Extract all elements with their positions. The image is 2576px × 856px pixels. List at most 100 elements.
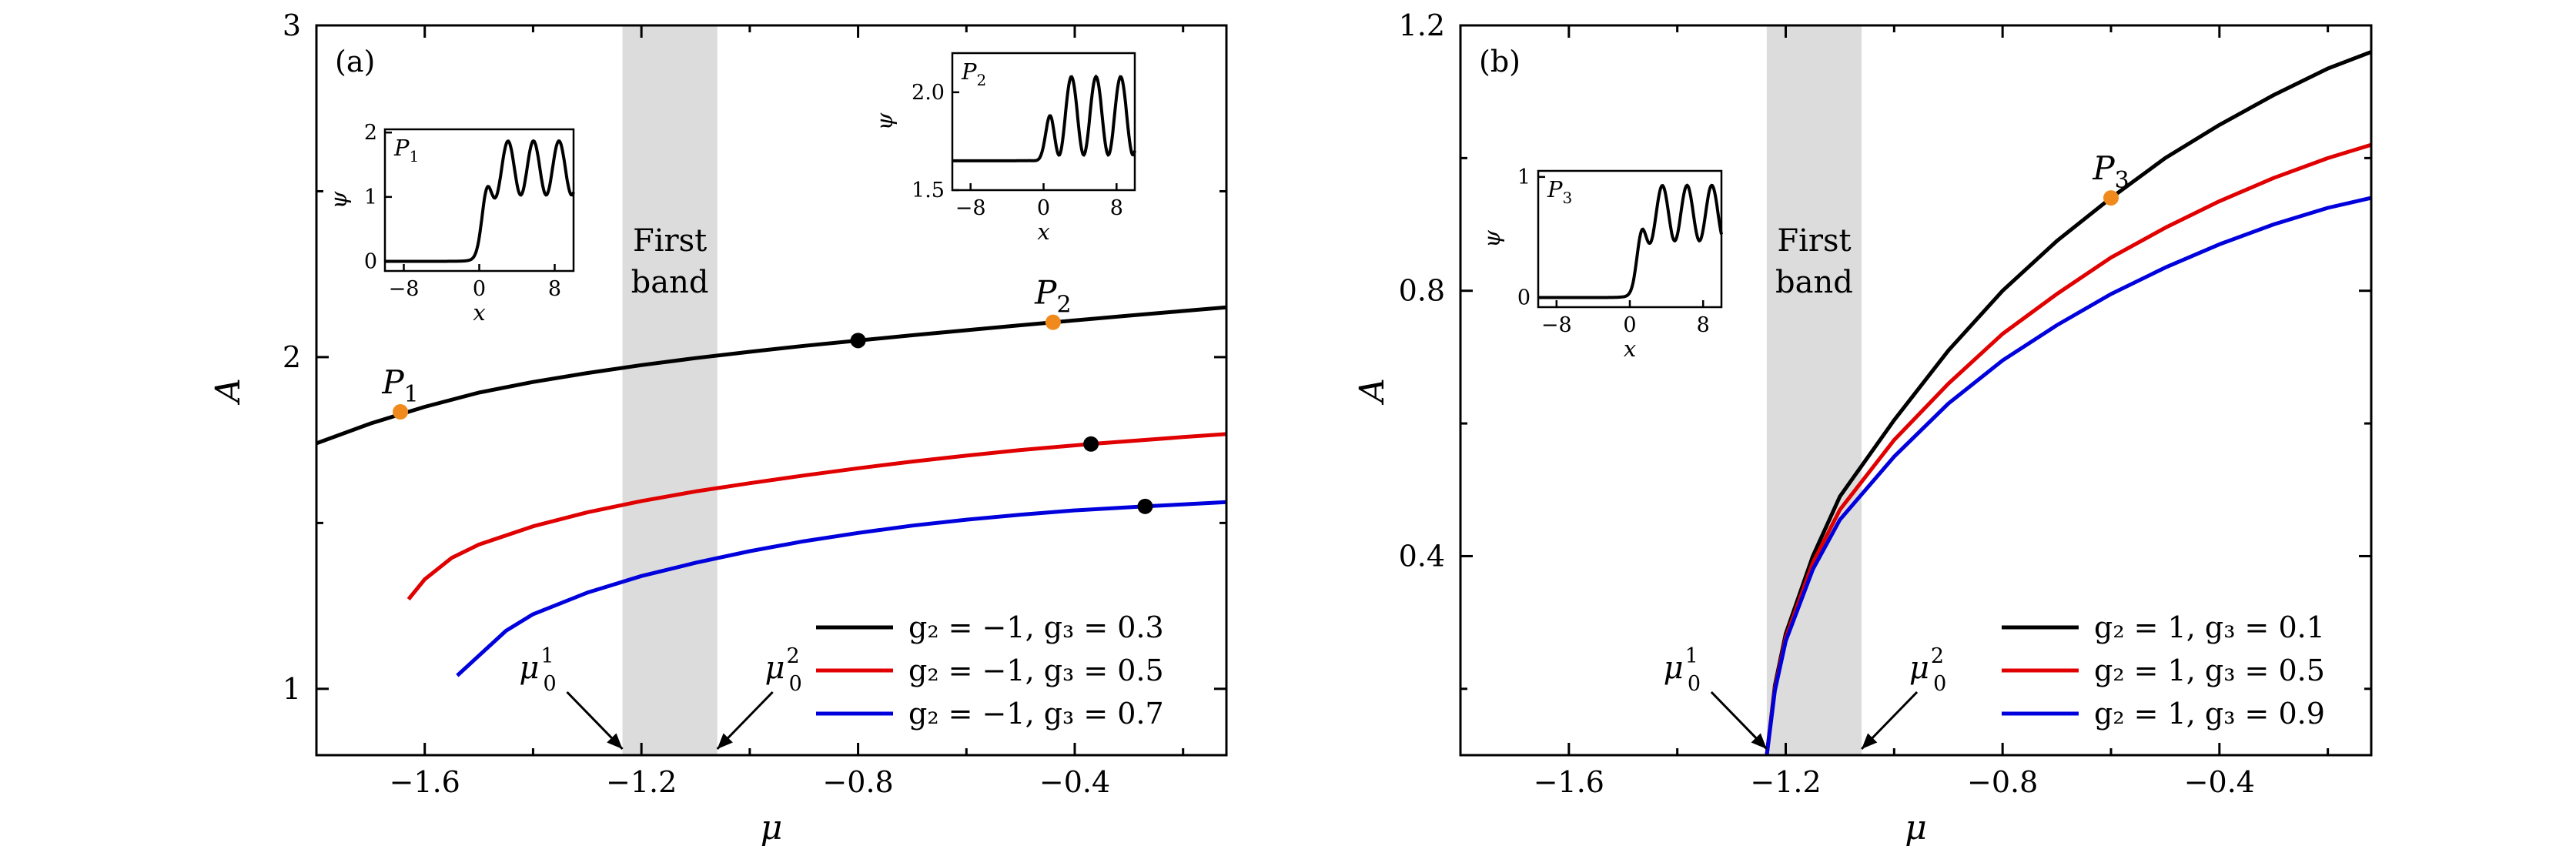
inset-x-label: x — [1624, 336, 1636, 362]
band-label-line2: band — [1775, 265, 1853, 300]
marker-label-p1: P1 — [381, 363, 418, 408]
inset-x-tick-label: −8 — [1541, 313, 1572, 337]
text-part: P — [1034, 274, 1057, 312]
x-tick-label: −1.2 — [1750, 765, 1821, 799]
inset-y-tick-label: 2 — [364, 121, 377, 145]
x-axis-label: μ — [1905, 808, 1927, 848]
text-part: P — [2092, 149, 2115, 187]
band-label-line1: First — [1777, 223, 1851, 259]
first-band — [622, 25, 718, 755]
mu-label: μ1 0 — [519, 644, 556, 696]
inset-y-tick-label: 0 — [1517, 286, 1531, 309]
inset-point-label: P3 — [1547, 176, 1572, 207]
series-line-2 — [406, 432, 1226, 601]
text-part: 3 — [1563, 189, 1573, 207]
marker-point-3 — [850, 333, 866, 349]
y-tick-label: 2 — [283, 340, 301, 374]
inset-profile-curve — [1538, 183, 1723, 299]
inset-y-tick-label: 2.0 — [912, 81, 945, 105]
text-part: μ — [1909, 650, 1929, 686]
text-part: 0 — [1688, 672, 1701, 696]
inset-p3: −8 0 8 0 1 x ψ P3 — [1479, 166, 1723, 362]
marker-point-5 — [1137, 498, 1153, 514]
inset-x-label: x — [1037, 219, 1049, 245]
y-tick-label: 0.8 — [1399, 274, 1445, 308]
series-line-3 — [456, 500, 1226, 677]
inset-x-tick-label: 0 — [473, 277, 486, 301]
band-label-line1: First — [633, 223, 707, 259]
mu-label: μ2 0 — [1909, 644, 1946, 696]
inset-y-tick-label: 1 — [1517, 166, 1531, 189]
inset-y-label: ψ — [1479, 230, 1505, 248]
text-part: 2 — [977, 71, 987, 89]
marker-p3 — [2103, 190, 2119, 206]
text-part: 3 — [2115, 167, 2129, 194]
y-tick-label: 3 — [283, 8, 301, 42]
marker-point-4 — [1083, 436, 1099, 452]
legend-label-3: g₂ = −1, g₃ = 0.7 — [908, 697, 1164, 731]
x-tick-label: −1.6 — [1534, 765, 1604, 799]
band-label-line2: band — [631, 265, 709, 300]
text-part: 0 — [1933, 672, 1946, 696]
mu-arrow-head — [1751, 733, 1767, 749]
y-tick-label: 0.4 — [1399, 539, 1445, 573]
text-part: μ — [519, 650, 539, 686]
x-axis-label: μ — [761, 808, 783, 848]
y-tick-label: 1 — [283, 672, 301, 706]
mu-label: μ1 0 — [1664, 644, 1701, 696]
inset-profile-curve — [952, 74, 1136, 162]
mu-label: μ2 0 — [764, 644, 801, 696]
y-axis-label: A — [209, 378, 248, 406]
y-tick-label: 1.2 — [1399, 8, 1445, 42]
inset-x-tick-label: 8 — [548, 277, 561, 301]
mu-arrow-head — [1862, 733, 1878, 749]
legend-label-1: g₂ = 1, g₃ = 0.1 — [2094, 610, 2325, 644]
first-band — [1766, 25, 1862, 755]
marker-label-p3: P3 — [2092, 149, 2129, 194]
marker-label-p2: P2 — [1034, 274, 1071, 319]
panel-label: (a) — [335, 45, 375, 79]
text-part: μ — [1664, 650, 1684, 686]
text-part: 0 — [789, 672, 802, 696]
text-part: 0 — [544, 672, 557, 696]
series-line-3 — [1765, 196, 2371, 755]
legend-label-3: g₂ = 1, g₃ = 0.9 — [2094, 697, 2325, 731]
inset-y-tick-label: 1.5 — [912, 179, 945, 202]
mu-arrow-head — [607, 733, 623, 749]
inset-p2: −8 0 8 1.5 2.0 x ψ P2 — [871, 52, 1136, 245]
inset-background — [952, 53, 1135, 190]
inset-point-label: P2 — [961, 59, 986, 89]
x-tick-label: −0.4 — [1039, 765, 1110, 799]
inset-x-tick-label: 8 — [1697, 313, 1710, 337]
inset-x-tick-label: 0 — [1037, 196, 1050, 220]
text-part: 2 — [1056, 292, 1071, 319]
text-part: 2 — [786, 644, 799, 668]
text-part: P — [961, 59, 977, 85]
text-part: 1 — [540, 644, 554, 668]
legend-label-2: g₂ = −1, g₃ = 0.5 — [908, 654, 1164, 687]
mu-arrow-head — [717, 733, 733, 749]
text-part: P — [381, 363, 404, 401]
inset-x-tick-label: −8 — [389, 277, 420, 301]
text-part: P — [1547, 176, 1563, 202]
inset-x-tick-label: −8 — [955, 196, 986, 220]
x-tick-label: −1.2 — [606, 765, 677, 799]
x-tick-label: −1.6 — [390, 765, 460, 799]
inset-x-tick-label: 0 — [1623, 313, 1636, 337]
series-group — [1765, 50, 2371, 755]
text-part: 1 — [404, 381, 419, 408]
text-part: μ — [764, 650, 785, 686]
inset-x-label: x — [473, 299, 485, 326]
plot-frame — [1459, 24, 2373, 757]
x-tick-label: −0.4 — [2184, 765, 2255, 799]
y-axis-label: A — [1353, 378, 1392, 406]
legend-label-1: g₂ = −1, g₃ = 0.3 — [908, 610, 1164, 644]
legend-label-2: g₂ = 1, g₃ = 0.5 — [2094, 654, 2325, 687]
series-line-1 — [316, 305, 1226, 446]
inset-point-label: P1 — [393, 135, 419, 166]
inset-y-label: ψ — [326, 191, 352, 209]
text-part: 2 — [1931, 644, 1944, 668]
